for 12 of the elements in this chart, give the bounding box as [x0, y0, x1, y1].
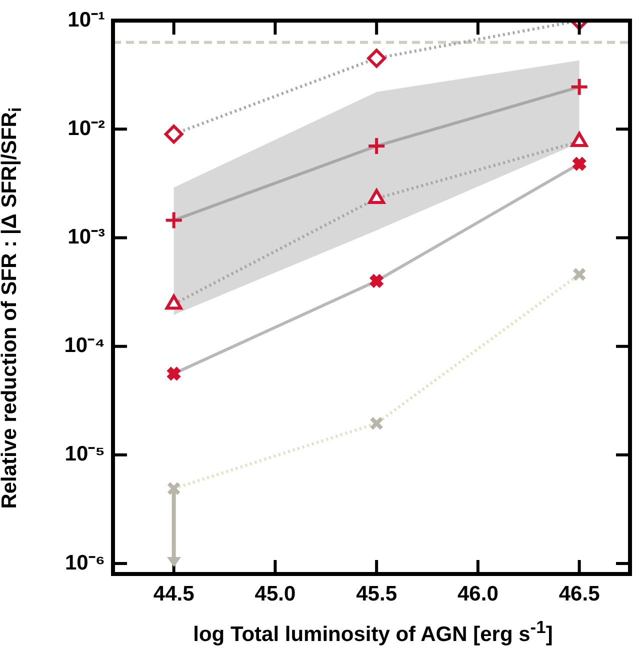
x-tick-label: 46.5 [558, 582, 600, 606]
x-tick-label: 44.5 [153, 582, 195, 606]
y-tick-label: 10⁻⁵ [64, 442, 105, 466]
y-tick-label: 10⁻² [68, 116, 105, 140]
x-tick-label: 46.0 [458, 582, 498, 606]
y-tick-label: 10⁻¹ [68, 8, 105, 32]
x-tick-label: 45.0 [254, 582, 296, 606]
y-tick-label: 10⁻⁶ [64, 551, 105, 574]
y-tick-label: 10⁻⁴ [64, 334, 105, 358]
y-tick-label: 10⁻³ [68, 226, 105, 249]
x-tick-label: 45.5 [356, 582, 398, 606]
x-axis-title: log Total luminosity of AGN [erg s$^{-1}$] [192, 617, 554, 647]
